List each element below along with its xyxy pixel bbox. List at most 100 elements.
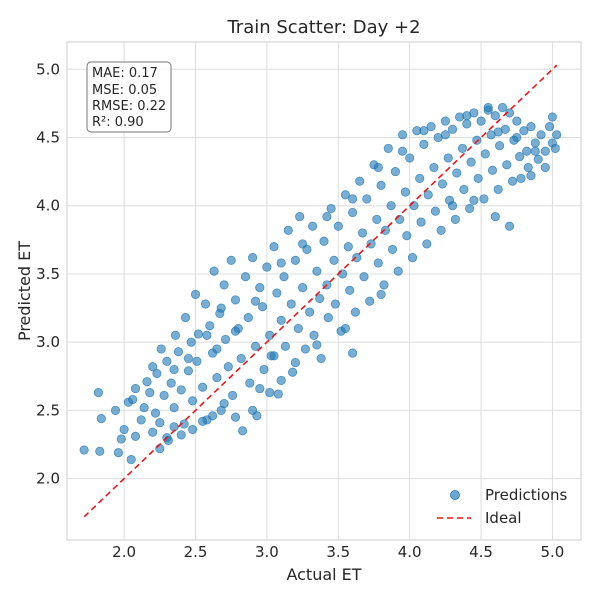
data-point <box>283 225 293 235</box>
x-tick-label: 2.5 <box>184 543 208 561</box>
data-point <box>462 111 472 121</box>
data-point <box>170 330 181 340</box>
legend-marker-predictions <box>450 490 460 500</box>
data-point <box>255 283 265 293</box>
data-point <box>280 341 290 351</box>
stat-rmse: RMSE: 0.22 <box>92 99 166 114</box>
data-point <box>540 162 550 173</box>
data-point <box>236 353 246 364</box>
data-point <box>276 315 286 325</box>
data-point <box>383 143 393 153</box>
data-point <box>192 356 202 366</box>
ideal-line <box>83 64 558 518</box>
data-point <box>226 255 236 265</box>
data-point <box>250 341 261 351</box>
data-point <box>340 190 350 200</box>
data-point <box>545 122 555 132</box>
data-point <box>472 135 482 145</box>
data-point <box>479 194 489 204</box>
y-tick-label: 2.5 <box>36 401 60 419</box>
y-tick-label: 4.5 <box>36 129 60 147</box>
data-point <box>487 165 498 175</box>
data-point <box>265 330 275 340</box>
data-point <box>128 394 138 405</box>
data-point <box>366 239 376 249</box>
y-axis-ticks: 2.0 2.5 3.0 3.5 4.0 4.5 5.0 <box>36 60 60 487</box>
data-point <box>405 153 415 163</box>
data-point <box>95 446 105 456</box>
data-point <box>113 448 123 458</box>
data-point <box>200 299 211 309</box>
data-point <box>240 272 251 282</box>
x-tick-label: 4.0 <box>398 543 422 561</box>
data-point <box>212 373 222 383</box>
data-point <box>79 445 89 455</box>
data-point <box>348 194 358 204</box>
data-point <box>372 214 382 224</box>
data-point <box>228 390 238 400</box>
data-point <box>515 152 525 162</box>
data-point <box>465 203 475 214</box>
data-point <box>279 272 289 282</box>
data-point <box>309 330 319 340</box>
data-point <box>159 390 169 400</box>
data-point <box>373 162 383 173</box>
data-point <box>447 124 458 134</box>
data-point <box>315 293 325 304</box>
data-point <box>186 337 196 347</box>
x-tick-label: 5.0 <box>541 543 565 561</box>
data-point <box>116 434 126 444</box>
data-point <box>219 280 229 290</box>
data-point <box>429 162 439 173</box>
data-point <box>359 272 369 282</box>
data-point <box>436 225 446 235</box>
data-point <box>469 195 479 205</box>
data-point <box>526 171 536 181</box>
data-point <box>216 303 226 313</box>
data-point <box>130 431 141 441</box>
data-point <box>173 347 183 357</box>
data-point <box>269 351 279 361</box>
data-point <box>376 180 386 190</box>
data-point <box>402 231 412 241</box>
data-point <box>316 353 326 364</box>
data-point <box>393 266 403 276</box>
data-point <box>119 424 129 435</box>
data-point <box>326 203 336 214</box>
chart-title: Train Scatter: Day +2 <box>226 17 420 38</box>
data-point <box>407 253 418 263</box>
data-point <box>395 214 405 224</box>
data-point <box>437 179 448 189</box>
data-point <box>352 253 362 263</box>
data-point <box>223 362 233 372</box>
data-point <box>493 184 503 194</box>
data-point <box>208 411 218 421</box>
data-point <box>552 130 562 140</box>
data-point <box>490 111 500 121</box>
data-point <box>96 414 106 424</box>
data-point <box>169 364 179 375</box>
data-point <box>450 214 460 224</box>
data-point <box>462 119 472 129</box>
data-point <box>193 329 203 339</box>
data-point <box>452 168 462 178</box>
data-point <box>319 236 329 246</box>
data-point <box>290 255 300 265</box>
data-point <box>198 382 208 392</box>
data-point <box>145 388 155 398</box>
data-point <box>348 207 358 218</box>
data-point <box>440 130 450 140</box>
data-point <box>305 307 315 317</box>
data-point <box>380 225 390 235</box>
data-point <box>362 194 372 204</box>
data-point <box>162 356 172 366</box>
stat-mse: MSE: 0.05 <box>92 83 157 98</box>
stats-box <box>86 61 172 133</box>
data-point <box>190 289 201 299</box>
data-point <box>312 266 322 276</box>
data-point <box>169 403 179 413</box>
y-tick-label: 5.0 <box>36 60 60 78</box>
data-point <box>533 154 543 164</box>
data-point <box>93 388 103 398</box>
data-point <box>155 418 165 428</box>
